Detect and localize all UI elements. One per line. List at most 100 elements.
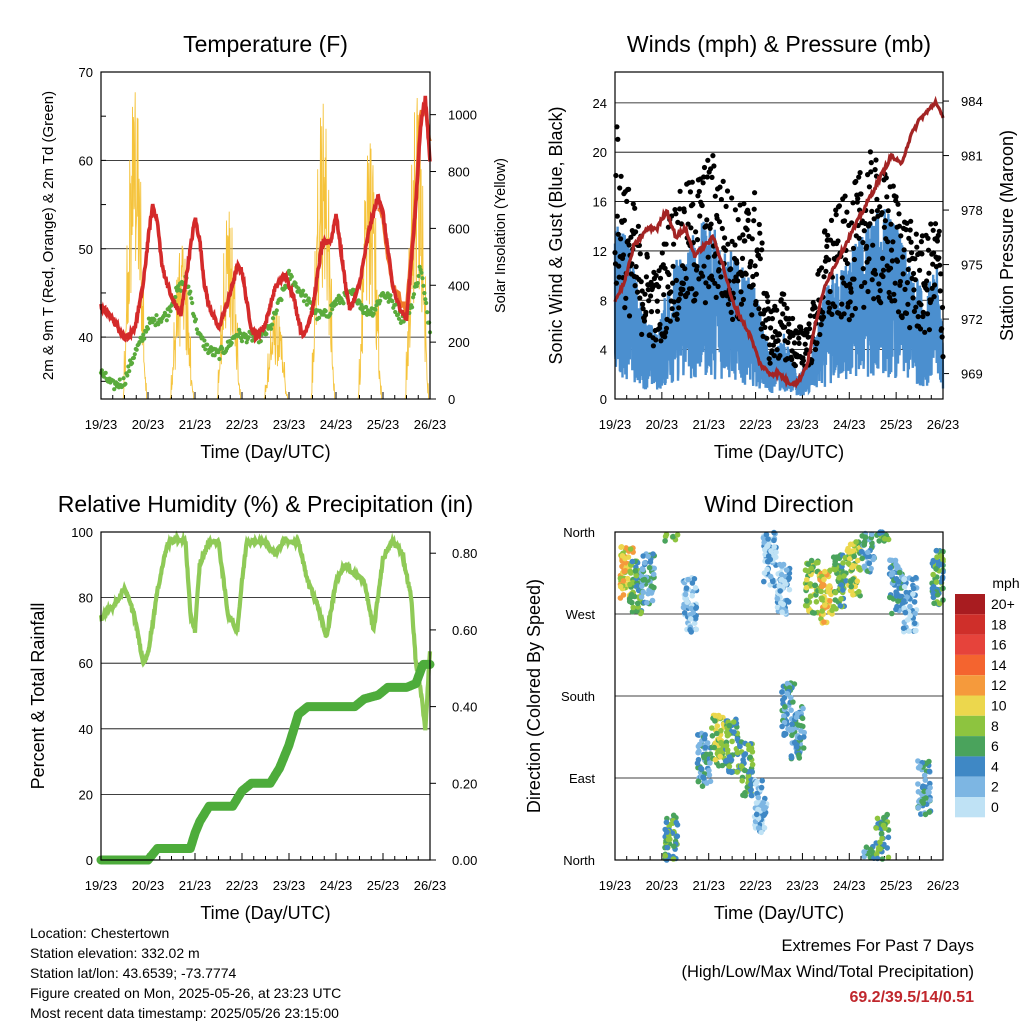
gust-point [657,275,664,281]
x-tick-label: 22/23 [739,417,772,432]
gust-point [701,263,707,269]
gust-point [789,356,795,363]
direction-point [846,556,853,562]
gust-point [917,267,923,273]
x-tick-label: 20/23 [646,878,679,893]
gust-point [849,312,855,318]
y-tick-label: 20 [593,145,607,160]
y-right-tick-label: 0.80 [452,546,477,561]
gust-point [715,283,721,290]
direction-point [629,609,636,615]
gust-point [673,277,680,283]
gust-point [862,280,868,286]
x-tick-label: 24/23 [320,878,353,893]
direction-point [773,554,779,560]
gust-point [861,228,867,234]
direction-point [726,763,733,770]
gust-point [812,346,819,353]
direction-point [892,557,899,564]
legend-label: 20+ [991,596,1015,612]
y-right-tick-label: 0 [448,392,455,407]
direction-point [726,722,733,729]
direction-point [684,599,690,605]
gust-point [766,316,772,322]
gust-point [682,266,688,272]
gust-point [663,325,670,331]
direction-point [781,578,788,585]
x-tick-label: 24/23 [833,417,866,432]
gust-point [670,263,676,269]
direction-point [804,598,810,604]
direction-point [688,605,694,612]
direction-point [785,599,792,605]
direction-point [734,769,741,775]
gust-point [618,236,624,242]
gust-point [626,242,632,248]
direction-point [645,553,651,560]
gust-point [681,209,687,215]
gust-point [633,229,639,235]
legend-label: 2 [991,779,999,795]
y-right-tick-label: 978 [961,203,983,218]
dewpoint-point [203,347,208,352]
direction-point [650,571,657,578]
direction-point [863,844,870,850]
dewpoint-point [134,347,139,352]
gust-point [866,256,872,262]
gust-point [622,305,628,311]
gust-point [906,235,912,241]
direction-point [808,557,815,564]
chart-title: Temperature (F) [183,31,348,57]
gust-point [826,257,832,263]
gust-point [871,216,877,222]
y-tick-label: 0 [86,853,93,868]
direction-point [671,843,677,849]
dewpoint-point [308,300,313,305]
gust-point [646,298,652,304]
gust-point [807,313,814,319]
direction-point [767,573,774,580]
gust-point [718,196,725,203]
dewpoint-point [238,330,243,336]
gust-point [645,287,651,293]
gust-point [870,242,876,248]
direction-point [729,769,735,775]
direction-point [851,553,857,560]
dewpoint-point [317,315,322,320]
direction-point [915,804,922,811]
gust-point [806,321,812,327]
gust-point [678,291,684,297]
direction-point [878,830,885,837]
gust-point [848,289,854,295]
gust-point [725,241,731,247]
gust-point [767,360,773,366]
legend-swatch [955,715,985,737]
direction-point [717,753,723,760]
direction-point [822,568,828,575]
gust-point [774,307,780,313]
direction-point [689,593,695,599]
y-tick-label: South [561,689,595,704]
dewpoint-point [274,308,279,313]
dewpoint-point [303,293,308,298]
direction-point [830,603,837,610]
total-rainfall-line [96,659,435,865]
y-tick-label: 16 [593,195,607,210]
gust-point [874,208,881,214]
gust-point [735,217,741,223]
dewpoint-point [388,293,393,298]
gust-point [639,331,645,337]
direction-point [901,584,908,590]
dewpoint-point [269,326,274,331]
direction-point [819,595,825,602]
legend-swatch [955,776,985,797]
x-tick-label: 21/23 [692,417,725,432]
direction-point [670,533,676,540]
direction-point [870,556,876,563]
direction-point [709,725,715,731]
direction-point [807,581,814,587]
elevation-text: Station elevation: 332.02 m [30,945,200,961]
direction-point [853,539,859,545]
gust-point [621,217,628,223]
direction-point [763,531,770,538]
